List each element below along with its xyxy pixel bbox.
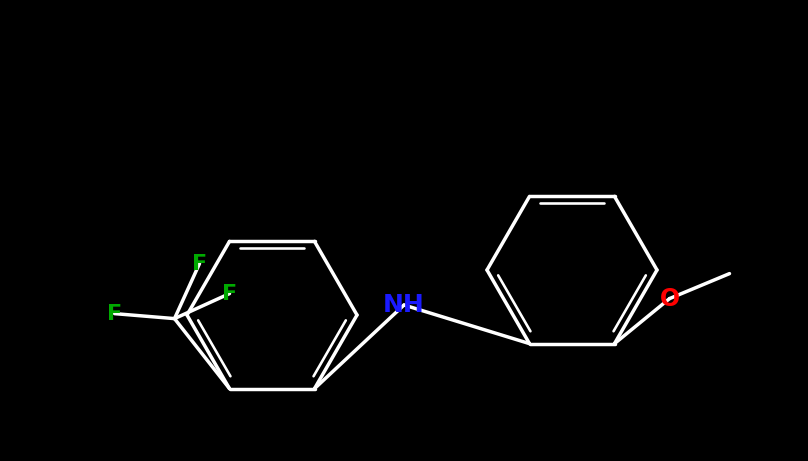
Text: NH: NH [383, 293, 425, 317]
Text: F: F [222, 284, 237, 304]
Text: F: F [107, 304, 122, 324]
Text: F: F [192, 254, 207, 274]
Text: O: O [659, 287, 680, 311]
